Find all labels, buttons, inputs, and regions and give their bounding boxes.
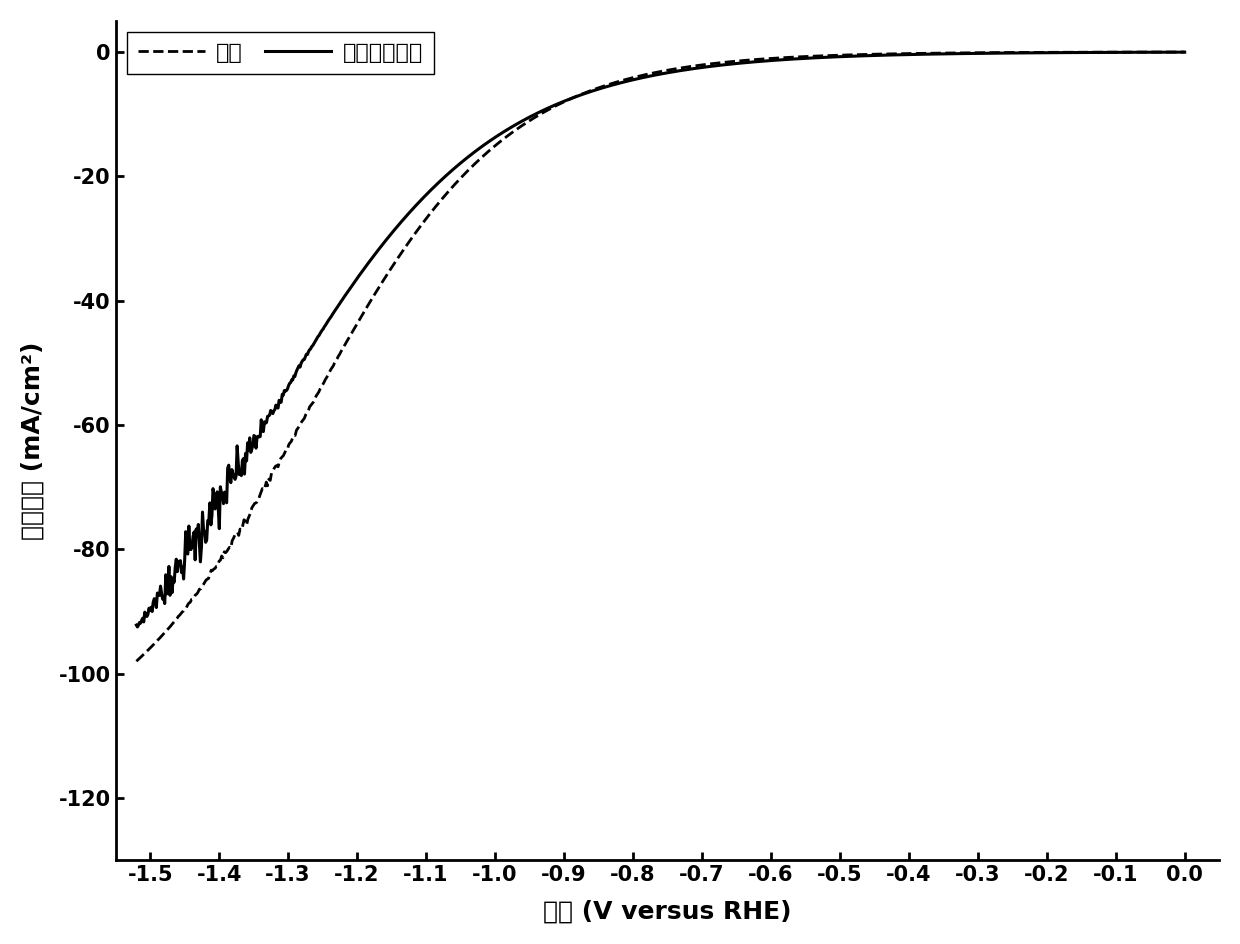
Line: 氮气: 氮气 <box>136 52 1184 661</box>
Legend: 氮气, 二氧化碳气体: 氮气, 二氧化碳气体 <box>126 32 434 75</box>
氮气 <box>129 655 144 666</box>
二氧化碳气体 <box>591 83 606 94</box>
二氧化碳气体 <box>1177 46 1192 58</box>
氮气 <box>924 47 939 59</box>
氮气 <box>797 51 812 62</box>
Line: 二氧化碳气体: 二氧化碳气体 <box>136 52 1184 627</box>
Y-axis label: 电流密度 (mA/cm²): 电流密度 (mA/cm²) <box>21 342 45 540</box>
氮气 <box>765 53 780 64</box>
二氧化碳气体 <box>947 48 962 59</box>
二氧化碳气体 <box>966 48 981 59</box>
氮气 <box>738 55 753 66</box>
二氧化碳气体 <box>237 468 252 480</box>
二氧化碳气体 <box>129 619 144 631</box>
氮气 <box>193 583 208 595</box>
二氧化碳气体 <box>130 621 145 632</box>
二氧化碳气体 <box>849 50 864 61</box>
氮气 <box>1177 46 1192 58</box>
氮气 <box>1032 46 1047 58</box>
X-axis label: 电势 (V versus RHE): 电势 (V versus RHE) <box>543 900 791 923</box>
二氧化碳气体 <box>554 96 569 108</box>
